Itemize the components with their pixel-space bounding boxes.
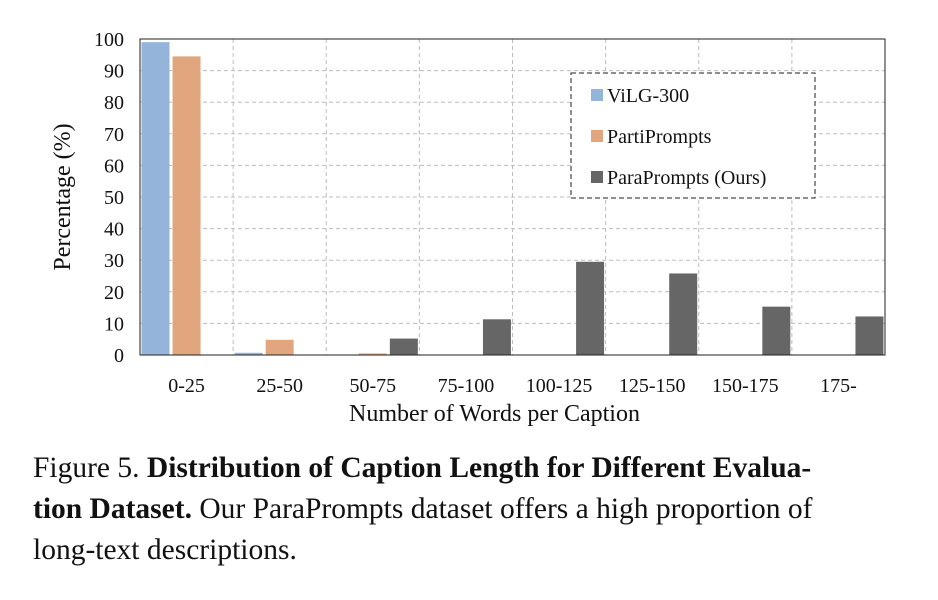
x-axis-label: Number of Words per Caption xyxy=(349,401,640,427)
y-axis-label: Percentage (%) xyxy=(50,123,76,270)
chart-legend: ViLG-300 PartiPrompts ParaPrompts (Ours) xyxy=(570,72,816,199)
y-tick-label: 20 xyxy=(104,282,124,304)
chart-bars xyxy=(141,42,884,355)
bar-paraprompts-ours xyxy=(482,319,511,355)
bar-partiprompts xyxy=(265,339,294,355)
x-tick-label: 75-100 xyxy=(438,375,495,397)
caption-body-line3: long-text descriptions. xyxy=(33,534,297,566)
y-tick-label: 0 xyxy=(114,345,124,367)
y-tick-label: 40 xyxy=(104,219,124,241)
caption-label: Figure 5. xyxy=(33,452,140,484)
caption-title-line1: Distribution of Caption Length for Diffe… xyxy=(146,452,812,484)
bar-vilg-300 xyxy=(234,352,263,355)
caption-title-line2: tion Dataset. xyxy=(33,493,192,525)
bar-paraprompts-ours xyxy=(389,338,418,355)
bar-paraprompts-ours xyxy=(762,306,791,355)
y-tick-label: 10 xyxy=(104,313,124,335)
legend-swatch xyxy=(591,89,603,101)
x-tick-label: 175- xyxy=(820,375,857,397)
y-tick-label: 70 xyxy=(104,124,124,146)
x-axis-ticks: 0-25 25-50 50-75 75-100 100-125 125-150 150-17… xyxy=(168,375,857,397)
chart-gridlines xyxy=(140,39,885,355)
x-tick-label: 100-125 xyxy=(526,375,593,397)
y-tick-label: 90 xyxy=(104,61,124,83)
y-tick-label: 80 xyxy=(104,92,124,114)
x-tick-label: 25-50 xyxy=(256,375,303,397)
y-axis-ticks: 0 10 20 30 40 50 60 70 80 90 100 xyxy=(94,29,124,367)
legend-label: ViLG-300 xyxy=(607,85,689,107)
x-tick-label: 125-150 xyxy=(619,375,686,397)
y-tick-label: 50 xyxy=(104,187,124,209)
x-tick-label: 150-175 xyxy=(712,375,779,397)
legend-label: PartiPrompts xyxy=(607,126,712,148)
bar-paraprompts-ours xyxy=(855,316,884,355)
bar-paraprompts-ours xyxy=(669,273,698,355)
plot-frame xyxy=(139,38,886,356)
bar-paraprompts-ours xyxy=(576,261,605,355)
y-tick-label: 100 xyxy=(94,29,124,51)
x-tick-label: 0-25 xyxy=(168,375,205,397)
x-tick-label: 50-75 xyxy=(349,375,396,397)
bar-vilg-300 xyxy=(141,42,170,355)
legend-swatch xyxy=(591,171,603,183)
caption-body-line2: Our ParaPrompts dataset offers a high pr… xyxy=(199,493,813,525)
bar-partiprompts xyxy=(172,56,201,355)
legend-label: ParaPrompts (Ours) xyxy=(607,167,766,189)
bar-chart: 0 10 20 30 40 50 60 70 80 90 100 0-25 25-50 50-75 75-… xyxy=(50,29,886,427)
y-tick-label: 30 xyxy=(104,250,124,272)
legend-box xyxy=(570,72,816,199)
y-tick-label: 60 xyxy=(104,155,124,177)
legend-swatch xyxy=(591,130,603,142)
figure-caption: Figure 5. Distribution of Caption Length… xyxy=(33,448,913,571)
bar-partiprompts xyxy=(358,353,387,355)
